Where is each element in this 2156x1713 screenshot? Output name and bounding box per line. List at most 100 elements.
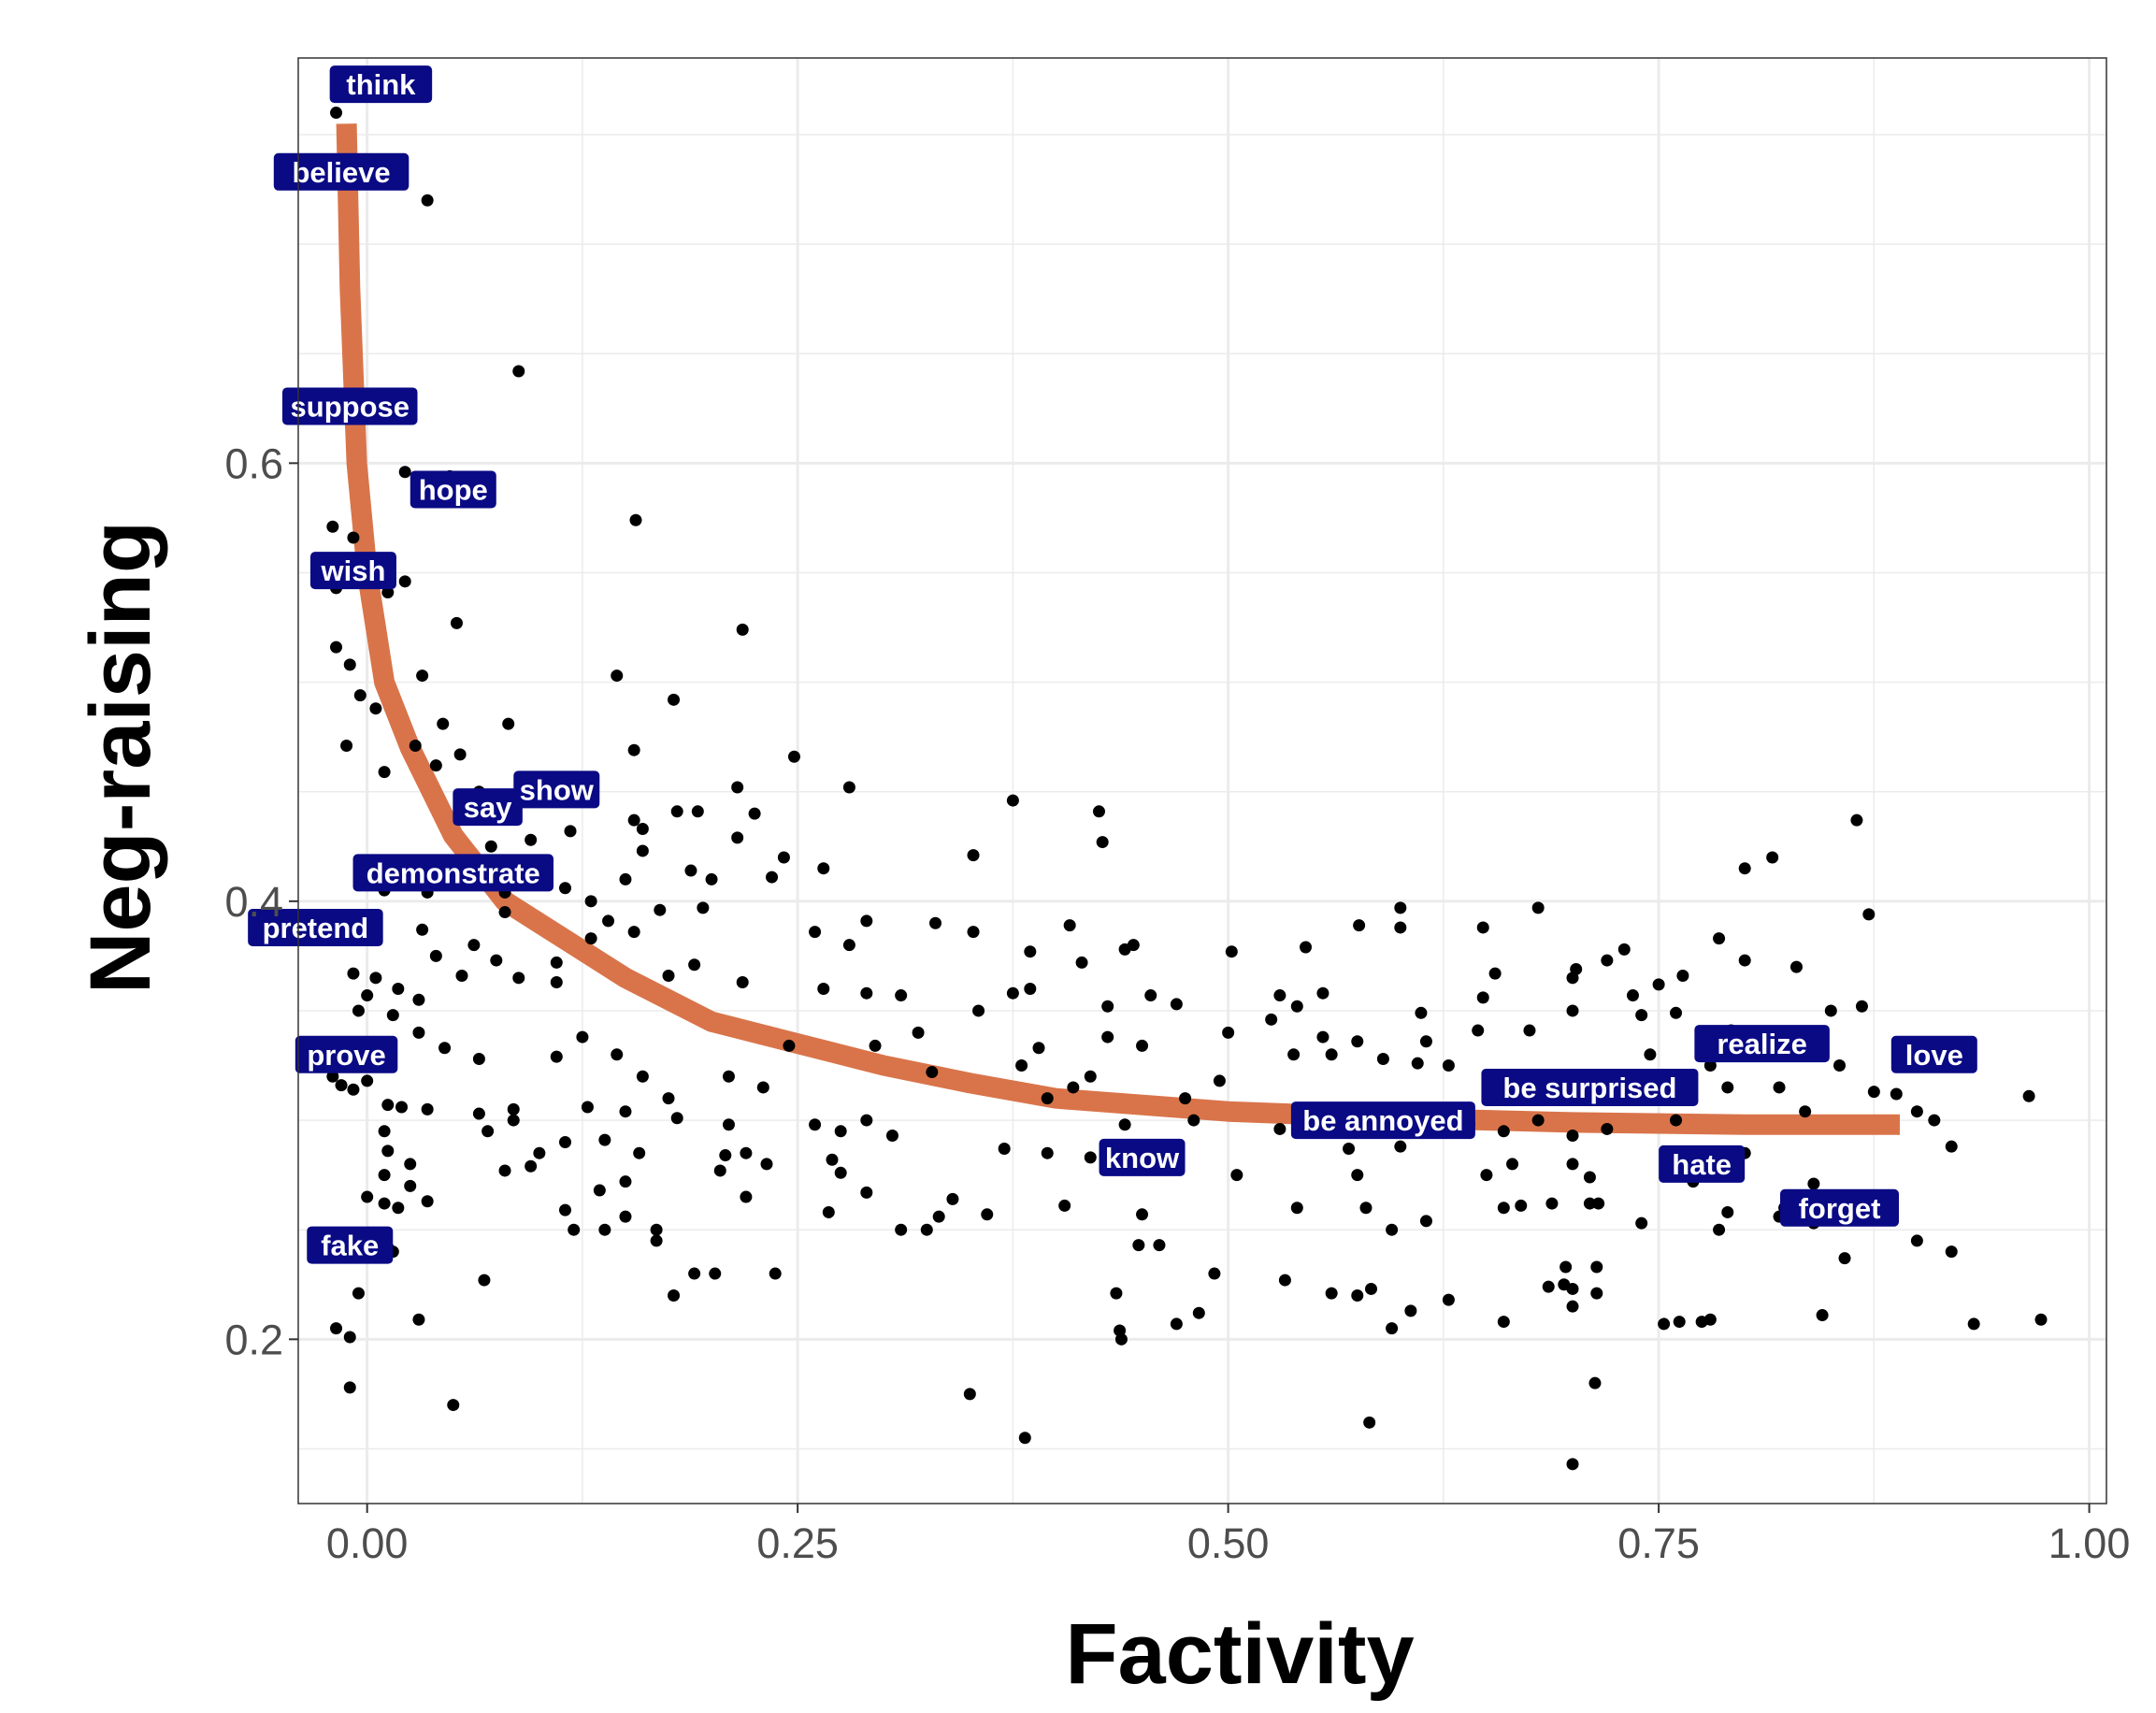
data-point	[1635, 1216, 1648, 1230]
data-point	[1084, 1070, 1097, 1083]
data-point	[395, 1101, 409, 1114]
data-point	[576, 1030, 589, 1044]
data-point	[564, 825, 577, 838]
data-point	[1114, 1332, 1128, 1346]
verb-label-box	[309, 552, 396, 590]
data-point	[1015, 1059, 1028, 1072]
data-point	[502, 717, 515, 730]
data-point	[1222, 1026, 1235, 1039]
data-point	[326, 1070, 339, 1083]
data-point	[340, 740, 353, 753]
data-point	[1488, 967, 1502, 980]
data-point	[650, 1234, 663, 1247]
data-point	[378, 1197, 391, 1210]
data-point	[1867, 1086, 1880, 1099]
data-point	[598, 1133, 611, 1146]
data-point	[1644, 1048, 1657, 1061]
verb-label-box	[248, 908, 383, 946]
data-point	[1006, 794, 1019, 807]
data-point	[684, 864, 697, 877]
data-point	[963, 1388, 976, 1401]
data-point	[602, 914, 615, 928]
data-point	[1419, 1035, 1432, 1048]
data-point	[1325, 1048, 1338, 1061]
verb-label-hate: hate	[1659, 1144, 1746, 1183]
data-point	[392, 983, 405, 996]
data-point	[482, 1125, 495, 1138]
data-point	[1566, 1158, 1579, 1171]
data-point	[650, 1223, 663, 1236]
data-point	[760, 1158, 773, 1171]
data-point	[885, 1129, 898, 1142]
data-point	[1588, 1376, 1602, 1389]
data-point	[619, 1105, 632, 1118]
data-point	[498, 1164, 511, 1177]
data-point	[1545, 1197, 1559, 1210]
data-point	[1480, 1169, 1493, 1182]
data-point	[1838, 1252, 1851, 1265]
data-point	[1713, 1223, 1726, 1236]
data-point	[1635, 1009, 1648, 1022]
data-point	[668, 1288, 681, 1302]
verb-label-box	[273, 152, 410, 191]
data-point	[1617, 943, 1631, 956]
data-point	[787, 750, 800, 763]
x-tick-label: 0.75	[1617, 1519, 1700, 1567]
data-point	[731, 831, 744, 844]
data-point	[1738, 862, 1751, 875]
verb-label-box	[329, 65, 433, 104]
data-point	[1442, 1059, 1455, 1072]
data-point	[1721, 1205, 1734, 1218]
y-tick-label: 0.6	[224, 439, 283, 487]
verb-label-love: love	[1890, 1035, 1977, 1073]
data-point	[748, 807, 761, 820]
data-point	[1179, 1092, 1192, 1105]
data-point	[869, 1039, 882, 1052]
data-point	[512, 365, 525, 378]
data-point	[670, 1112, 683, 1125]
data-point	[343, 1331, 356, 1344]
data-point	[860, 986, 873, 1000]
data-point	[619, 1210, 632, 1223]
data-point	[1670, 1114, 1683, 1127]
data-point	[826, 1153, 839, 1166]
data-point	[581, 1101, 594, 1114]
data-point	[1773, 1081, 1786, 1094]
data-point	[842, 781, 855, 794]
data-point	[1351, 1035, 1364, 1048]
data-point	[697, 901, 710, 914]
data-point	[662, 969, 675, 982]
data-point	[1601, 954, 1614, 967]
data-point	[472, 1052, 485, 1065]
data-point	[998, 1143, 1011, 1156]
data-point	[429, 759, 442, 772]
data-point	[1862, 908, 1876, 921]
data-point	[330, 641, 343, 654]
data-point	[1192, 1306, 1205, 1319]
data-point	[809, 926, 822, 939]
data-point	[1415, 1006, 1428, 1019]
data-point	[421, 1102, 434, 1116]
data-point	[705, 872, 718, 885]
data-point	[2034, 1313, 2048, 1326]
data-point	[1290, 1000, 1303, 1013]
data-point	[627, 926, 640, 939]
data-point	[343, 1381, 356, 1394]
data-point	[1515, 1199, 1528, 1212]
data-point	[498, 906, 511, 919]
data-point	[1118, 1118, 1131, 1131]
verb-label-suppose: suppose	[282, 387, 418, 425]
data-point	[467, 939, 481, 952]
verb-label-say: say	[453, 788, 523, 827]
data-point	[1411, 1057, 1424, 1070]
data-point	[378, 766, 391, 779]
verb-label-text: fake	[321, 1230, 379, 1262]
data-point	[1092, 805, 1105, 818]
data-point	[1531, 1114, 1545, 1127]
verb-label-text: be surprised	[1502, 1072, 1676, 1104]
data-point	[453, 748, 467, 761]
data-point	[756, 1081, 769, 1094]
x-tick-label: 0.50	[1187, 1519, 1270, 1567]
data-point	[1676, 969, 1689, 982]
